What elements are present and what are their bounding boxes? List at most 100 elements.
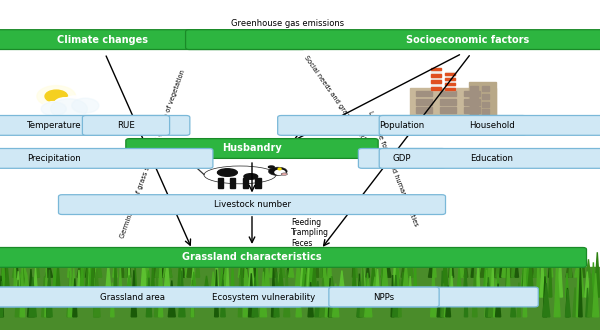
Polygon shape (517, 283, 521, 317)
Polygon shape (330, 276, 334, 317)
Polygon shape (178, 261, 182, 297)
Polygon shape (281, 261, 285, 277)
Polygon shape (323, 254, 326, 277)
Text: Climate changes: Climate changes (56, 35, 148, 45)
Polygon shape (521, 262, 527, 297)
Polygon shape (329, 277, 334, 297)
Polygon shape (215, 253, 219, 297)
Polygon shape (146, 260, 149, 277)
Text: NPPs: NPPs (373, 292, 395, 302)
Polygon shape (593, 273, 599, 317)
Polygon shape (495, 248, 497, 277)
Text: RUE: RUE (117, 121, 135, 130)
Bar (416, 108, 432, 113)
Text: Education: Education (470, 154, 514, 163)
Bar (482, 86, 490, 91)
Polygon shape (36, 260, 38, 277)
Polygon shape (381, 262, 388, 277)
Polygon shape (338, 271, 345, 297)
Polygon shape (187, 253, 193, 277)
Bar (445, 72, 455, 90)
Polygon shape (529, 251, 533, 277)
Polygon shape (473, 266, 477, 317)
Polygon shape (442, 252, 449, 297)
Polygon shape (493, 257, 498, 277)
Polygon shape (45, 266, 48, 317)
Polygon shape (575, 264, 578, 277)
Polygon shape (181, 268, 183, 297)
Polygon shape (382, 256, 389, 297)
Polygon shape (221, 274, 226, 297)
Text: Land use forms and human activities: Land use forms and human activities (367, 110, 419, 227)
Polygon shape (579, 248, 585, 277)
Polygon shape (305, 248, 308, 277)
Polygon shape (458, 250, 464, 277)
Polygon shape (95, 258, 98, 297)
FancyBboxPatch shape (278, 115, 526, 135)
Polygon shape (302, 258, 308, 297)
Polygon shape (146, 278, 152, 317)
Polygon shape (376, 269, 380, 297)
Polygon shape (67, 271, 74, 317)
Polygon shape (434, 262, 436, 277)
Polygon shape (394, 261, 400, 297)
Polygon shape (14, 258, 17, 297)
Polygon shape (442, 283, 445, 317)
Polygon shape (544, 269, 547, 297)
Polygon shape (166, 262, 172, 277)
Polygon shape (289, 259, 293, 277)
Polygon shape (565, 273, 568, 297)
Circle shape (41, 102, 66, 116)
Polygon shape (73, 279, 77, 317)
Text: Grassland characteristics: Grassland characteristics (182, 252, 322, 262)
Polygon shape (330, 277, 334, 297)
Polygon shape (485, 270, 488, 317)
Polygon shape (88, 263, 93, 297)
Polygon shape (500, 255, 503, 277)
Polygon shape (269, 258, 275, 277)
Polygon shape (356, 276, 361, 297)
Polygon shape (47, 270, 52, 317)
Polygon shape (126, 276, 133, 297)
Polygon shape (494, 254, 499, 277)
Bar (482, 109, 490, 114)
Polygon shape (554, 287, 559, 317)
Polygon shape (332, 283, 339, 317)
Polygon shape (77, 270, 81, 297)
Polygon shape (381, 263, 387, 297)
Bar (470, 102, 478, 107)
Polygon shape (506, 257, 508, 297)
Polygon shape (491, 256, 494, 297)
Polygon shape (464, 262, 468, 277)
Polygon shape (105, 262, 112, 297)
Text: Precipitation: Precipitation (27, 154, 81, 163)
Polygon shape (95, 253, 102, 277)
Bar (445, 87, 455, 90)
Polygon shape (131, 270, 136, 317)
Polygon shape (114, 266, 117, 297)
FancyBboxPatch shape (185, 30, 600, 50)
Polygon shape (470, 252, 474, 277)
FancyBboxPatch shape (82, 115, 170, 135)
Polygon shape (315, 281, 321, 317)
Polygon shape (540, 256, 544, 297)
Polygon shape (524, 248, 528, 277)
Bar (469, 82, 496, 116)
Polygon shape (577, 271, 580, 317)
Polygon shape (496, 252, 502, 277)
Polygon shape (407, 251, 413, 277)
Polygon shape (94, 268, 100, 317)
Polygon shape (53, 252, 57, 297)
Bar (464, 108, 480, 113)
Text: Germination of grass seeds and growth of vegetation: Germination of grass seeds and growth of… (119, 68, 187, 239)
Polygon shape (238, 275, 242, 317)
Polygon shape (248, 252, 254, 297)
Polygon shape (114, 254, 117, 297)
Polygon shape (382, 260, 386, 277)
Polygon shape (284, 270, 290, 317)
Polygon shape (393, 260, 396, 297)
Polygon shape (365, 279, 372, 317)
Circle shape (63, 96, 88, 110)
Polygon shape (480, 257, 483, 277)
Polygon shape (304, 259, 307, 277)
